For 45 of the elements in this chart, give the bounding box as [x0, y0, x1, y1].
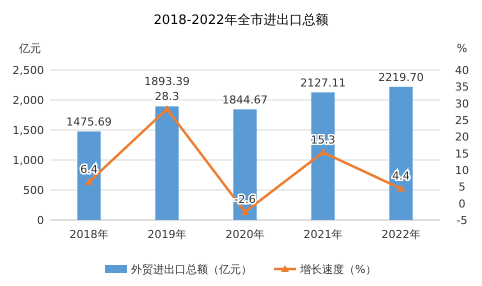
y2-tick-label: 30: [455, 97, 469, 110]
bar: [77, 131, 101, 220]
data-label: 4.4: [392, 170, 410, 183]
data-label: 28.3: [154, 90, 180, 103]
y-tick-label: 2,500: [12, 64, 44, 77]
point: [85, 178, 93, 185]
bar: [311, 92, 335, 220]
y2-tick-label: 0: [458, 197, 466, 210]
chart-title: 2018-2022年全市进出口总额: [154, 13, 328, 28]
bar: [233, 109, 257, 220]
data-label: 1844.67: [222, 93, 268, 106]
y2-tick-label: -5: [456, 214, 468, 227]
y2-tick-label: 25: [455, 114, 469, 127]
point: [241, 208, 249, 215]
y2-tick-label: 15: [455, 147, 469, 160]
y-tick-label: 1,500: [12, 124, 44, 137]
y-tick-label: 500: [23, 184, 44, 197]
data-label: 15.3: [310, 133, 336, 146]
x-tick-label: 2022年: [382, 228, 420, 241]
bar: [155, 106, 179, 220]
data-label: 6.4: [80, 163, 98, 176]
data-label: 2219.70: [378, 70, 424, 84]
y-tick-label: 1,000: [12, 154, 44, 167]
legend-label: 外贸进出口总额（亿元）: [131, 263, 252, 276]
y2-tick-label: 10: [455, 164, 469, 177]
y-tick-label: 2,000: [12, 94, 44, 107]
data-label: 1475.69: [66, 115, 112, 128]
y2-axis-title: %: [456, 42, 468, 55]
y2-tick-label: 40: [455, 64, 469, 77]
point: [397, 184, 405, 192]
bar: [389, 86, 413, 220]
point: [163, 105, 171, 112]
data-label: 2127.11: [300, 76, 346, 90]
point: [319, 148, 327, 156]
x-tick-label: 2021年: [304, 228, 342, 241]
y2-tick-label: 5: [458, 180, 466, 194]
y2-tick-label: 35: [455, 80, 469, 94]
x-tick-label: 2019年: [148, 228, 186, 241]
y-axis-title: 亿元: [18, 42, 41, 55]
data-label: 1893.39: [144, 75, 190, 88]
y2-tick-label: 20: [455, 130, 469, 144]
x-tick-label: 2020年: [226, 228, 264, 241]
x-tick-label: 2018年: [70, 228, 108, 241]
legend-label: 增长速度（%）: [299, 263, 376, 276]
y-tick-label: 0: [37, 214, 44, 227]
